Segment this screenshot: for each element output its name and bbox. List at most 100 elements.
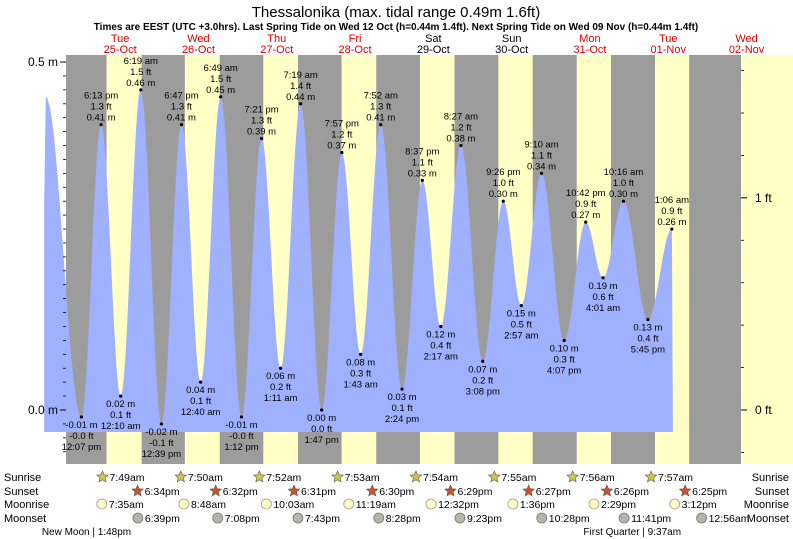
tide-point (239, 415, 244, 419)
tide-m-label: 0.30 m (489, 189, 518, 200)
chart-header: Thessalonika (max. tidal range 0.49m 1.6… (94, 4, 765, 56)
tide-time-label: 9:10 am (524, 139, 558, 150)
moonrise-time: 11:19am (356, 499, 396, 511)
tide-point (159, 422, 164, 426)
tide-m-label: 0.41 m (87, 113, 116, 124)
tide-m-label: 0.38 m (446, 134, 475, 145)
tide-m-label: 0.02 m (106, 399, 135, 410)
tide-point (400, 387, 404, 391)
moonset-icon (536, 512, 548, 524)
moonrise-icon (588, 498, 600, 510)
tide-ft-label: 0.2 ft (472, 375, 493, 386)
sunrise-time: 7:50am (188, 472, 223, 484)
tide-m-label: 0.03 m (388, 392, 417, 403)
tide-m-label: 0.27 m (571, 210, 600, 221)
day-name: Thu (267, 33, 286, 45)
day-name: Sun (502, 33, 522, 45)
tide-time-label: 8:27 am (444, 112, 478, 123)
tide-time-label: 2:24 pm (385, 414, 419, 425)
moonset-icon (618, 512, 630, 524)
tide-m-label: 0.26 m (657, 217, 686, 228)
moonset-icon (696, 512, 707, 524)
sunset-star-icon (444, 484, 457, 497)
sunrise-star-icon (409, 470, 423, 483)
tide-time-label: 7:57 pm (325, 118, 359, 129)
day-date: 26-Oct (182, 44, 215, 56)
tide-time-label: 6:47 pm (164, 91, 198, 102)
tide-point (420, 178, 424, 182)
tide-time-label: 8:37 pm (405, 146, 439, 157)
moonset-icon (212, 512, 224, 524)
sunrise-time: 7:54am (423, 472, 458, 484)
tide-time-label: 7:19 am (283, 70, 317, 81)
tide-point (379, 123, 383, 127)
tide-ft-label: 1.3 ft (370, 102, 391, 113)
sunset-time: 6:25pm (692, 486, 727, 498)
tide-point (519, 304, 523, 308)
tide-point (439, 324, 443, 329)
tide-m-label: 0.34 m (527, 161, 556, 172)
tide-time-label: 6:19 am (124, 56, 158, 67)
day-date: 31-Oct (573, 44, 606, 56)
tide-ft-label: 1.0 ft (613, 178, 634, 189)
tide-ft-label: -0.1 ft (149, 438, 174, 449)
tide-ft-label: 1.1 ft (412, 157, 433, 168)
tide-ft-label: 0.1 ft (391, 403, 412, 414)
sunset-time: 6:30pm (379, 486, 414, 498)
moon-phase-label: First Quarter | 9:37am (583, 527, 681, 538)
tide-time-label: 10:16 am (604, 167, 644, 178)
tide-m-label: 0.13 m (633, 323, 662, 334)
sunset-star-icon (522, 484, 536, 497)
tide-point (179, 123, 184, 127)
day-date: 02-Nov (729, 44, 765, 56)
tide-ft-label: 0.4 ft (430, 340, 451, 351)
tide-m-label: 0.39 m (247, 127, 276, 138)
sunset-star-icon (365, 484, 379, 497)
tide-point (139, 88, 143, 92)
sunrise-star-icon (174, 470, 188, 483)
moonrise-icon (96, 498, 108, 510)
tide-m-label: 0.07 m (468, 364, 497, 375)
sunrise-star-icon (487, 470, 501, 483)
sunrise-star-icon (566, 470, 580, 483)
tide-point (459, 143, 463, 148)
tide-time-label: 5:45 pm (631, 345, 665, 356)
day-name: Fri (349, 33, 362, 45)
tide-time-label: 4:01 am (586, 303, 620, 314)
left-tick-label: 0.5 m (28, 55, 58, 69)
sunrise-star-icon (331, 470, 345, 483)
sunrise-star-icon (96, 470, 109, 483)
moonset-icon (132, 512, 144, 524)
tide-time-label: 10:42 pm (566, 188, 606, 199)
day-name: Mon (579, 33, 600, 45)
tide-point (320, 408, 324, 412)
tide-ft-label: 0.9 ft (575, 199, 596, 210)
day-date: 25-Oct (104, 44, 137, 56)
sunrise-time: 7:56am (580, 472, 615, 484)
tide-time-label: 2:57 am (504, 331, 538, 342)
sunrise-time: 7:49am (110, 472, 145, 484)
tide-time-label: 1:12 pm (224, 442, 258, 453)
sunset-row-label-right: Sunset (755, 486, 789, 498)
tide-m-label: 0.37 m (327, 140, 356, 151)
moon-phase-label: New Moon | 1:48pm (42, 527, 131, 538)
tide-ft-label: 0.3 ft (350, 368, 371, 379)
day-name: Tue (659, 33, 678, 45)
moonset-icon (373, 512, 385, 524)
tide-ft-label: 0.4 ft (637, 334, 658, 345)
tide-ft-label: 0.2 ft (270, 382, 291, 393)
tide-ft-label: 1.1 ft (531, 150, 552, 161)
axis-ticks: 0.5 m 0.0 m 1 ft 0 ft (28, 55, 772, 453)
tide-m-label: 0.41 m (366, 113, 395, 124)
moonset-time: 7:43pm (305, 513, 340, 525)
tide-ft-label: -0.0 ft (69, 431, 94, 442)
sunrise-row-label-right: Sunrise (752, 472, 789, 484)
tide-m-label: 0.46 m (126, 78, 155, 89)
moonrise-time: 1:36pm (520, 499, 555, 511)
sunrise-star-icon (252, 470, 266, 483)
tide-ft-label: 1.2 ft (331, 129, 352, 140)
sunset-time: 6:29pm (457, 486, 492, 498)
tide-time-label: 7:21 pm (244, 105, 278, 116)
